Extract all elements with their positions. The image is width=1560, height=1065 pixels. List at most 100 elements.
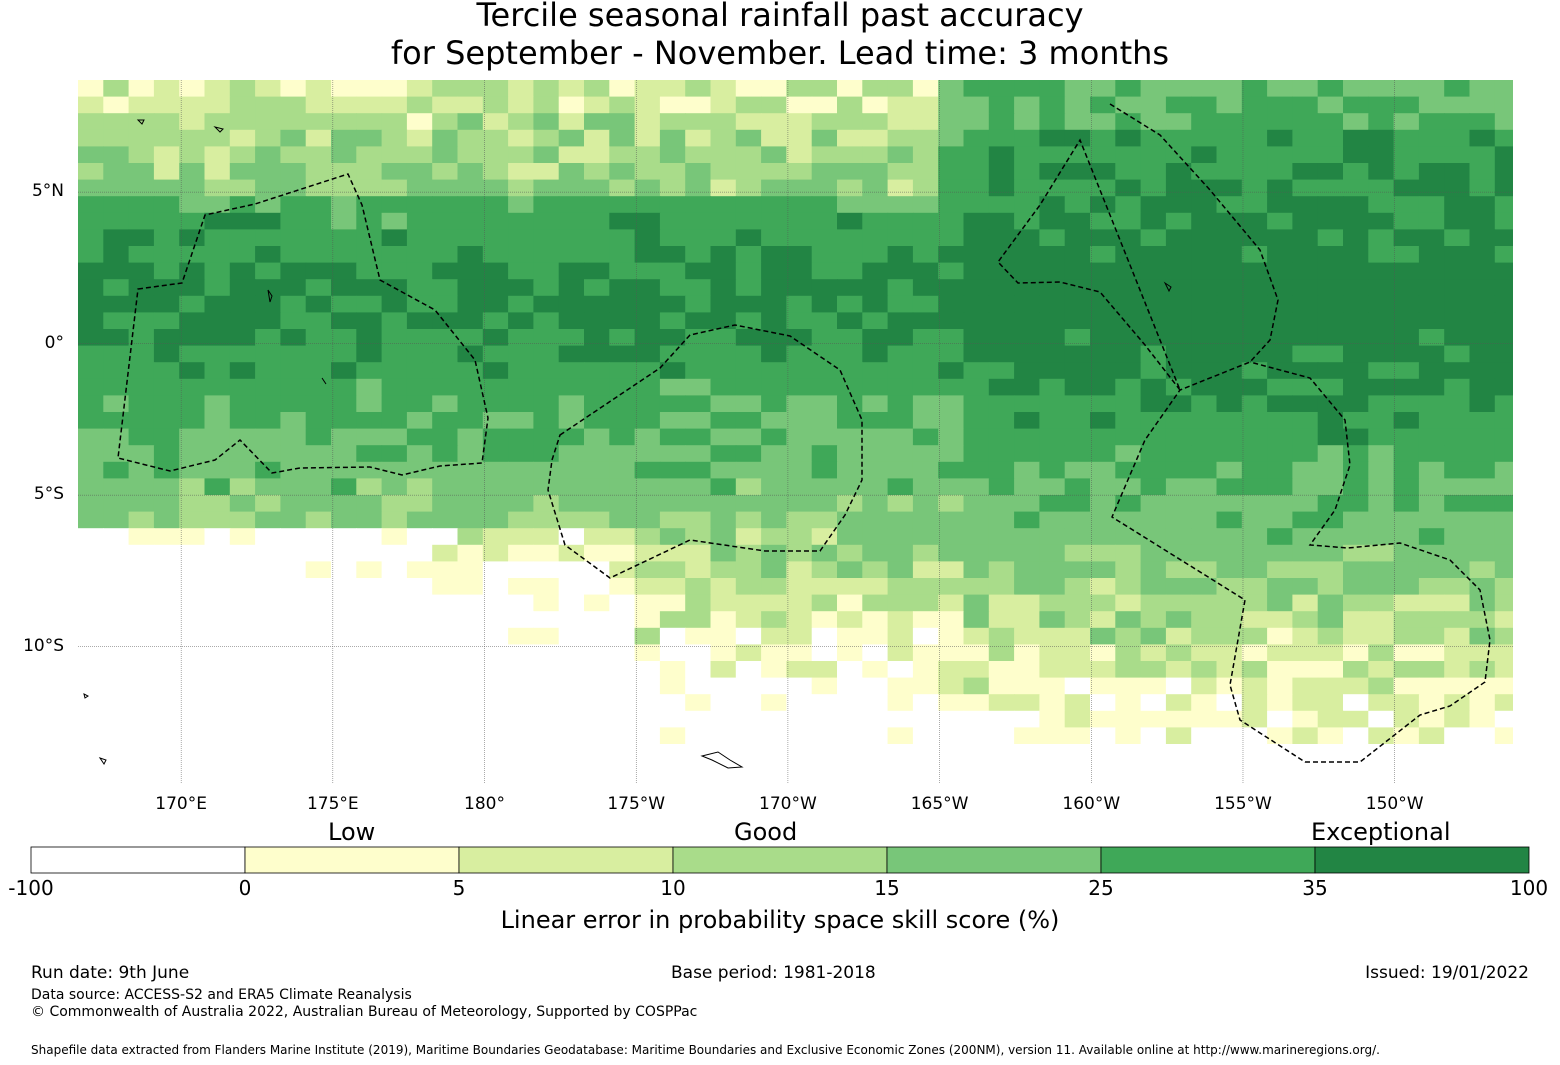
grid-cell: [811, 163, 838, 181]
grid-cell: [1115, 445, 1142, 463]
grid-cell: [204, 262, 231, 280]
grid-cell: [1090, 578, 1116, 596]
grid-cell: [280, 146, 307, 164]
grid-cell: [255, 329, 281, 347]
grid-cell: [381, 295, 408, 313]
grid-cell: [78, 80, 104, 98]
latitude-label: 5°S: [33, 484, 64, 505]
grid-cell: [938, 80, 965, 98]
grid-cell: [1520, 163, 1546, 180]
grid-cell: [609, 80, 636, 98]
grid-cell: [280, 694, 307, 712]
grid-cell: [533, 710, 560, 728]
grid-cell: [280, 461, 307, 479]
grid-cell: [1090, 594, 1116, 612]
grid-cell: [128, 561, 155, 579]
grid-cell: [305, 594, 332, 612]
grid-cell: [1393, 694, 1420, 712]
grid-cell: [862, 777, 889, 783]
grid-cell: [432, 212, 459, 230]
grid-cell: [1267, 146, 1293, 164]
grid-cell: [609, 262, 636, 280]
grid-cell: [1216, 495, 1243, 513]
grid-cell: [356, 262, 383, 280]
grid-cell: [305, 744, 332, 762]
grid-cell: [710, 594, 737, 612]
grid-cell: [1317, 561, 1344, 579]
grid-cell: [837, 163, 863, 181]
grid-cell: [331, 229, 357, 247]
grid-cell: [533, 627, 560, 645]
grid-cell: [1318, 794, 1344, 800]
grid-cell: [153, 412, 180, 430]
grid-cell: [305, 627, 332, 645]
grid-cell: [1014, 428, 1040, 446]
grid-cell: [1241, 262, 1268, 280]
grid-cell: [1494, 179, 1513, 197]
grid-cell: [887, 412, 914, 430]
grid-cell: [1064, 163, 1091, 181]
grid-cell: [912, 561, 939, 579]
grid-cell: [1191, 196, 1218, 214]
grid-cell: [811, 378, 838, 396]
grid-cell: [685, 378, 712, 396]
grid-cell: [1064, 694, 1091, 712]
grid-cell: [1267, 295, 1293, 313]
grid-cell: [1520, 429, 1546, 446]
grid-cell: [305, 777, 332, 783]
grid-cell: [659, 495, 686, 513]
map-title-line1: Tercile seasonal rainfall past accuracy: [476, 0, 1084, 34]
grid-cell: [457, 495, 484, 513]
grid-cell: [331, 163, 357, 181]
grid-cell: [1014, 478, 1040, 496]
grid-cell: [558, 312, 585, 330]
grid-cell: [78, 428, 104, 446]
grid-cell: [584, 644, 610, 662]
grid-cell: [1014, 544, 1040, 562]
grid-cell: [280, 179, 307, 197]
grid-cell: [1292, 146, 1319, 164]
grid-cell: [1317, 80, 1344, 98]
grid-cell: [331, 329, 357, 347]
grid-cell: [1393, 495, 1420, 513]
grid-cell: [938, 229, 965, 247]
grid-cell: [887, 312, 914, 330]
grid-cell: [1520, 445, 1546, 462]
grid-cell: [862, 146, 889, 164]
grid-cell: [508, 777, 534, 783]
grid-cell: [1165, 113, 1192, 131]
grid-cell: [938, 528, 965, 546]
grid-cell: [1014, 777, 1040, 783]
grid-cell: [584, 395, 610, 413]
grid-cell: [280, 544, 307, 562]
grid-cell: [1039, 295, 1066, 313]
grid-cell: [482, 694, 509, 712]
grid-cell: [634, 295, 661, 313]
grid-cell: [356, 329, 383, 347]
grid-cell: [634, 196, 661, 214]
grid-cell: [331, 395, 357, 413]
grid-cell: [1317, 196, 1344, 214]
grid-cell: [1191, 528, 1218, 546]
grid-cell: [735, 627, 762, 645]
grid-cell: [356, 163, 383, 181]
grid-cell: [356, 412, 383, 430]
grid-cell: [1418, 627, 1445, 645]
grid-cell: [1444, 461, 1471, 479]
grid-cell: [533, 478, 560, 496]
island-small-7: [83, 693, 89, 699]
grid-cell: [685, 461, 712, 479]
grid-cell: [584, 246, 610, 264]
grid-cell: [1469, 644, 1496, 662]
grid-cell: [1216, 96, 1243, 114]
grid-cell: [761, 279, 787, 297]
grid-cell: [204, 578, 231, 596]
grid-cell: [1317, 329, 1344, 347]
grid-cell: [1393, 594, 1420, 612]
grid-cell: [508, 461, 534, 479]
grid-cell: [1444, 528, 1471, 546]
grid-cell: [1292, 279, 1319, 297]
grid-cell: [179, 196, 206, 214]
grid-cell: [837, 578, 863, 596]
grid-cell: [204, 478, 231, 496]
